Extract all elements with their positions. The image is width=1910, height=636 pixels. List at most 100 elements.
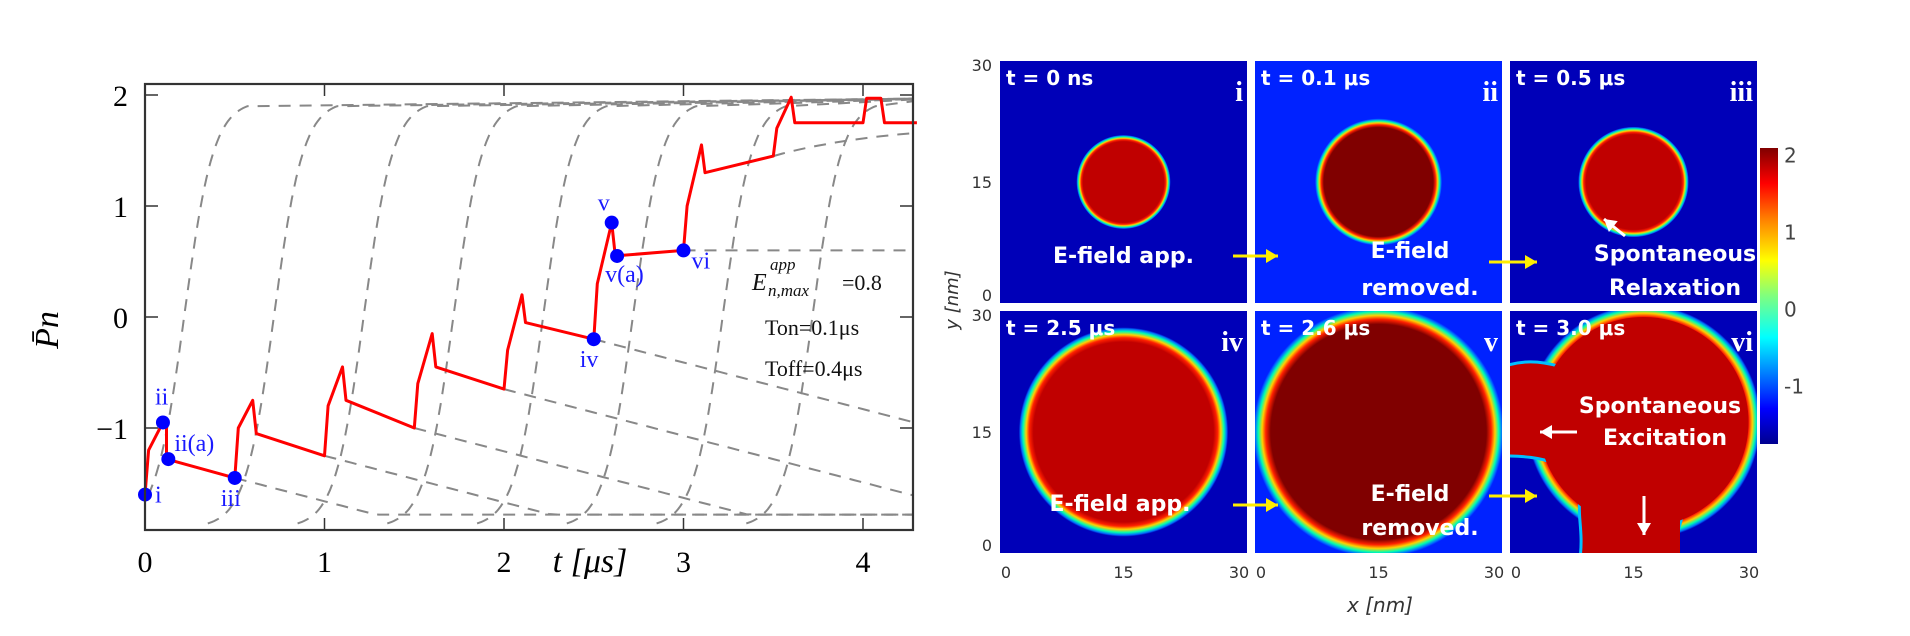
panel-time-label: t = 2.6 μs xyxy=(1261,316,1370,340)
efield-value: =0.8 xyxy=(842,270,882,295)
x-tick-label: 2 xyxy=(497,546,512,579)
marker-v(a) xyxy=(610,248,625,263)
toff-annotation: Toff=0.4μs xyxy=(765,356,862,381)
marker-label: iii xyxy=(221,486,241,512)
marker-label: vi xyxy=(692,248,711,274)
colorbar xyxy=(1760,148,1778,444)
y-tick-label: 0 xyxy=(982,286,992,305)
x-tick-label: 3 xyxy=(676,546,691,579)
marker-iii xyxy=(227,470,242,485)
efield-removed-arrow-2 xyxy=(1489,489,1537,503)
plot-frame xyxy=(143,82,915,532)
ton-annotation: Ton=0.1μs xyxy=(765,315,859,340)
efield-sup: app xyxy=(770,255,796,274)
parameter-annotations: E n,max app =0.8 Ton=0.1μs Toff=0.4μs xyxy=(751,255,882,381)
heatmap-panel-vi: t = 3.0 μs vi Spontaneous Excitation xyxy=(1510,311,1757,553)
rising-reference-curve xyxy=(207,97,912,525)
svg-text:P̄n: P̄n xyxy=(29,311,66,350)
reference-dashed-curves xyxy=(146,97,912,525)
colorbar-tick-label: 2 xyxy=(1784,144,1797,168)
y-tick-label: 0 xyxy=(113,302,128,335)
panel-caption: Spontaneous xyxy=(1594,242,1756,267)
x-tick-label: 30 xyxy=(1739,563,1759,582)
rising-reference-curve xyxy=(656,98,912,525)
x-tick-label: 0 xyxy=(1001,563,1011,582)
y-axis-label: P̄n xyxy=(29,311,66,350)
panel-id-label: vi xyxy=(1731,327,1753,358)
polarization-domain xyxy=(1314,118,1443,246)
excitation-left-arrow xyxy=(1540,425,1577,439)
marker-label: v(a) xyxy=(605,262,644,288)
polarization-domain xyxy=(1510,311,1757,553)
panel-caption-line2: Relaxation xyxy=(1609,276,1741,301)
polarization-domain xyxy=(1018,327,1229,537)
panel-caption: E-field app. xyxy=(1049,492,1190,517)
polarization-domain xyxy=(1578,126,1689,238)
panel-caption-line2: removed. xyxy=(1361,276,1478,301)
marker-label: iv xyxy=(580,347,599,373)
x-axis-label: x [nm] xyxy=(1346,593,1413,617)
y-tick-label: 15 xyxy=(972,423,992,442)
heatmap-panel-iv: t = 2.5 μs iv E-field app. xyxy=(1000,311,1247,553)
heatmap-svg: t = 0 ns i E-field app. t = 0.1 μs ii E-field… xyxy=(942,56,1804,617)
efield-annotation: E xyxy=(751,270,767,296)
marker-ii xyxy=(155,415,170,430)
x-tick-label: 15 xyxy=(1368,563,1388,582)
marker-v xyxy=(604,215,619,230)
decay-reference-curve xyxy=(503,388,912,497)
rising-reference-curve xyxy=(386,97,912,525)
heatmap-panel-iii: t = 0.5 μs iii Spontaneous Relaxation xyxy=(1510,61,1757,303)
x-tick-label: 0 xyxy=(1256,563,1266,582)
panel-time-label: t = 0.1 μs xyxy=(1261,66,1370,90)
excitation-down-arrow xyxy=(1637,496,1651,535)
marker-ii(a) xyxy=(161,452,176,467)
panel-time-label: t = 0 ns xyxy=(1006,66,1093,90)
x-tick-label: 30 xyxy=(1229,563,1249,582)
colorbar-tick-label: 0 xyxy=(1784,297,1797,321)
x-tick-label: 15 xyxy=(1113,563,1133,582)
y-axis-label: y [nm] xyxy=(942,270,963,330)
y-tick-label: 30 xyxy=(972,306,992,325)
heatmap-panel-v: t = 2.6 μs v E-field removed. xyxy=(1255,311,1502,553)
panel-id-label: ii xyxy=(1482,77,1498,108)
decay-reference-curve xyxy=(773,132,912,158)
panel-caption-line2: removed. xyxy=(1361,516,1478,541)
y-tick-label: 2 xyxy=(113,80,128,113)
panel-id-label: iv xyxy=(1221,327,1243,358)
x-tick-label: 1 xyxy=(317,546,332,579)
colorbar-tick-label: 1 xyxy=(1784,221,1797,245)
rising-reference-curve xyxy=(566,98,912,525)
polarization-line xyxy=(143,95,917,495)
polarization-domain xyxy=(1255,311,1502,553)
panel-caption-line2: Excitation xyxy=(1603,426,1727,451)
x-tick-label: 15 xyxy=(1623,563,1643,582)
polarization-domain xyxy=(1076,134,1171,230)
panel-caption: E-field xyxy=(1371,239,1450,264)
marker-label: i xyxy=(155,483,162,509)
y-tick-label: 30 xyxy=(972,56,992,75)
heatmap-figure: t = 0 ns i E-field app. t = 0.1 μs ii E-field… xyxy=(940,0,1910,632)
efield-applied-arrow-2 xyxy=(1233,498,1278,512)
efield-applied-arrow-1 xyxy=(1233,249,1278,263)
panel-id-label: v xyxy=(1484,327,1498,358)
panel-caption: E-field app. xyxy=(1053,244,1194,269)
efield-sub: n,max xyxy=(768,281,810,300)
polarization-series xyxy=(143,95,917,495)
panel-id-label: i xyxy=(1235,77,1243,108)
panel-time-label: t = 3.0 μs xyxy=(1516,316,1625,340)
x-axis-label: t [μs] xyxy=(553,543,628,580)
panel-time-label: t = 2.5 μs xyxy=(1006,316,1115,340)
relaxation-arrow xyxy=(1603,217,1626,238)
marker-iv xyxy=(586,332,601,347)
heatmap-panel-i: t = 0 ns i E-field app. xyxy=(1000,61,1247,303)
rising-reference-curve xyxy=(146,97,912,502)
marker-vi xyxy=(676,243,691,258)
decay-reference-curve xyxy=(414,427,912,516)
y-tick-label: −1 xyxy=(96,413,128,446)
x-tick-label: 0 xyxy=(138,546,153,579)
marker-label: v xyxy=(598,191,610,217)
rising-reference-curve xyxy=(476,97,912,525)
x-tick-label: 30 xyxy=(1484,563,1504,582)
heatmap-panel-ii: t = 0.1 μs ii E-field removed. xyxy=(1255,61,1502,303)
